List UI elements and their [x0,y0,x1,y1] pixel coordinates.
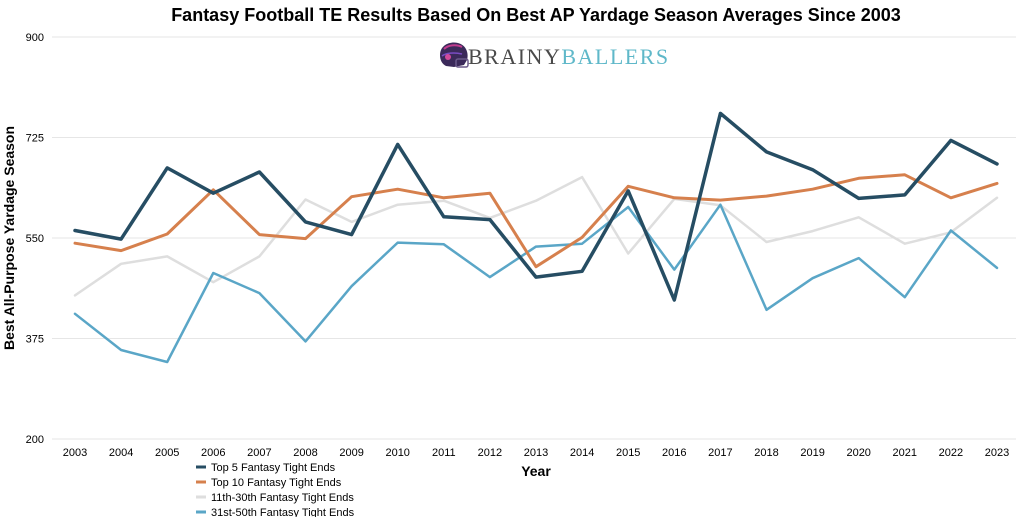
x-tick-label: 2003 [63,447,87,459]
brand-name-part1: BRAINY [468,44,561,69]
x-tick-label: 2017 [708,447,732,459]
legend: Top 5 Fantasy Tight Ends Top 10 Fantasy T… [196,462,355,517]
x-tick-label: 2016 [662,447,686,459]
legend-label: Top 5 Fantasy Tight Ends [211,462,336,474]
x-tick-label: 2006 [201,447,225,459]
series-lines [73,111,999,364]
y-tick-label: 375 [26,334,44,346]
legend-label: 31st-50th Fantasy Tight Ends [211,507,355,517]
y-axis-label: Best All-Purpose Yardage Season [1,126,17,350]
y-tick-label: 725 [26,133,44,145]
svg-text:BRAINYBALLERS: BRAINYBALLERS [468,44,670,69]
legend-label: 11th-30th Fantasy Tight Ends [211,492,354,504]
x-tick-label: 2019 [800,447,824,459]
series-line [73,173,999,269]
x-axis-ticks: 2003 2004 2005 2006 2007 2008 2009 2010 2011 2012… [63,447,1009,459]
series-line [73,111,999,302]
x-tick-label: 2022 [939,447,963,459]
x-tick-label: 2012 [478,447,502,459]
brand-name-part2: BALLERS [561,44,669,69]
series-line [73,203,999,364]
x-tick-label: 2004 [109,447,133,459]
x-tick-label: 2014 [570,447,594,459]
x-tick-label: 2008 [293,447,317,459]
x-tick-label: 2013 [524,447,548,459]
brand-logo: BRAINYBALLERS [440,42,670,69]
x-tick-label: 2005 [155,447,179,459]
x-tick-label: 2021 [893,447,917,459]
y-tick-label: 900 [26,32,44,44]
series-line [73,175,999,297]
y-tick-label: 200 [26,434,44,446]
x-tick-label: 2023 [985,447,1009,459]
legend-label: Top 10 Fantasy Tight Ends [211,477,342,489]
x-tick-label: 2018 [754,447,778,459]
x-tick-label: 2009 [339,447,363,459]
helmet-icon [440,42,469,68]
y-tick-label: 550 [26,233,44,245]
gridlines [52,36,1016,440]
y-axis-ticks: 200 375 550 725 900 [26,32,44,446]
chart-title: Fantasy Football TE Results Based On Bes… [171,5,901,25]
x-axis-label: Year [521,463,551,479]
x-tick-label: 2015 [616,447,640,459]
x-tick-label: 2007 [247,447,271,459]
x-tick-label: 2020 [846,447,870,459]
x-tick-label: 2011 [432,447,456,459]
x-tick-label: 2010 [385,447,409,459]
